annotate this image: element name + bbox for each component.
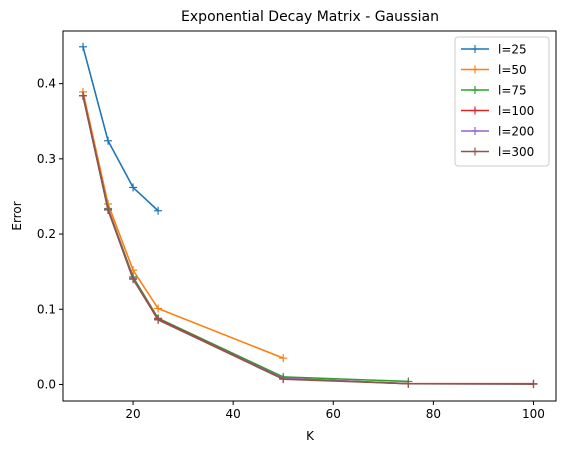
- x-axis-label: K: [306, 429, 315, 443]
- legend-label: l=75: [498, 84, 527, 98]
- legend-entry: l=200: [461, 125, 534, 139]
- series-layer: [79, 42, 538, 389]
- y-tick-label: 0.2: [37, 227, 56, 241]
- data-point: [279, 375, 288, 384]
- data-point: [129, 183, 138, 192]
- chart-title: Exponential Decay Matrix - Gaussian: [181, 9, 439, 25]
- legend-entries: l=25 l=50 l=75 l=100 l=200 l=300: [461, 43, 534, 159]
- series-l-300: [79, 91, 538, 389]
- legend-label: l=25: [498, 43, 527, 57]
- data-point: [154, 304, 163, 313]
- legend-label: l=300: [498, 145, 534, 159]
- series-l-25: [79, 42, 163, 215]
- series-line: [82, 46, 159, 212]
- x-tick-label: 40: [226, 407, 241, 421]
- x-axis: 20 40 60 80 100: [125, 401, 545, 421]
- legend-entry: l=75: [461, 84, 527, 98]
- legend-label: l=200: [498, 125, 534, 139]
- x-tick-label: 20: [125, 407, 140, 421]
- data-point: [154, 315, 163, 324]
- y-tick-label: 0.3: [37, 152, 56, 166]
- legend-label: l=100: [498, 104, 534, 118]
- data-point: [79, 42, 88, 51]
- legend-label: l=50: [498, 63, 527, 77]
- data-point: [129, 275, 138, 284]
- legend-entry: l=25: [461, 43, 527, 57]
- x-tick-label: 60: [326, 407, 341, 421]
- y-tick-label: 0.0: [37, 377, 56, 391]
- y-tick-label: 0.1: [37, 302, 56, 316]
- data-point: [104, 205, 113, 214]
- legend-entry: l=100: [461, 104, 534, 118]
- data-point: [529, 380, 538, 389]
- y-tick-label: 0.4: [37, 77, 56, 91]
- data-point: [104, 136, 113, 145]
- legend-entry: l=50: [461, 63, 527, 77]
- data-point: [79, 91, 88, 100]
- plot-frame: [62, 30, 557, 402]
- y-axis: 0.0 0.1 0.2 0.3 0.4: [37, 77, 63, 391]
- x-tick-label: 100: [522, 407, 545, 421]
- legend-entry: l=300: [461, 145, 534, 159]
- data-point: [279, 354, 288, 363]
- y-axis-label: Error: [10, 201, 24, 230]
- data-point: [404, 379, 413, 388]
- data-point: [154, 206, 163, 215]
- x-tick-label: 80: [426, 407, 441, 421]
- legend: l=25 l=50 l=75 l=100 l=200 l=300: [454, 36, 550, 167]
